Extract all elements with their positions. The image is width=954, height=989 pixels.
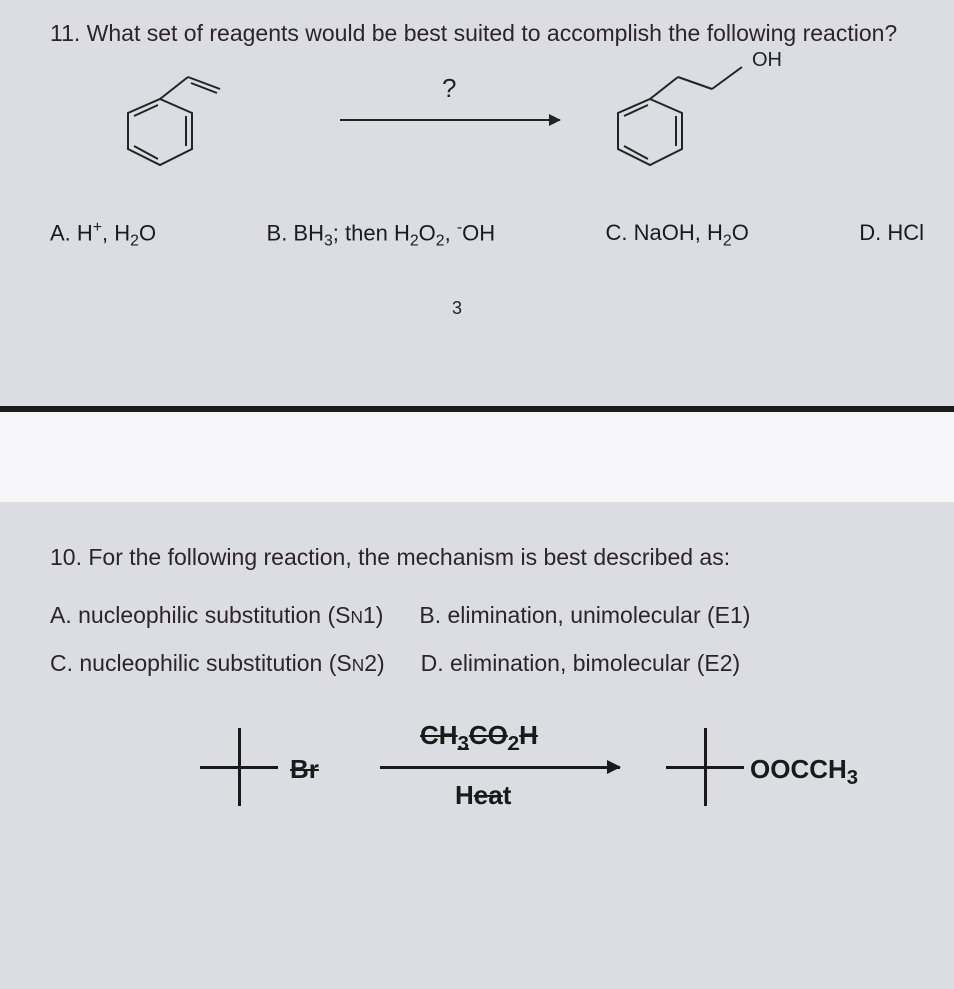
q10-reaction-scheme: Br CH3CO2H Heat OOCCH3	[50, 698, 924, 858]
product-label: OOCCH3	[750, 754, 858, 790]
question-10-panel: 10. For the following reaction, the mech…	[0, 502, 954, 989]
oh-label: OH	[752, 49, 782, 72]
question-11-panel: 11. What set of reagents would be best s…	[0, 0, 954, 412]
q10-text: 10. For the following reaction, the mech…	[50, 542, 924, 573]
q11-option-a: A. H+, H2O	[50, 219, 156, 251]
q11-option-b: B. BH3; then H2O2, -OH	[267, 219, 496, 251]
br-label: Br	[290, 754, 319, 785]
styrene-product	[610, 59, 800, 199]
q10-option-a: A. nucleophilic substitution (SN1)	[50, 591, 383, 639]
q10-options: A. nucleophilic substitution (SN1) B. el…	[50, 591, 924, 688]
page-number: 3	[452, 298, 462, 319]
q11-option-c: C. NaOH, H2O	[606, 220, 749, 250]
q10-option-b: B. elimination, unimolecular (E1)	[419, 591, 750, 639]
question-mark: ?	[442, 73, 456, 104]
reaction-arrow	[340, 119, 560, 121]
q11-option-d: D. HCl	[859, 220, 924, 246]
styrene-reactant	[120, 59, 270, 199]
q11-text: 11. What set of reagents would be best s…	[50, 18, 924, 49]
reagent-top: CH3CO2H	[420, 720, 538, 756]
panel-gap	[0, 412, 954, 502]
reaction-arrow-2	[380, 766, 620, 769]
reagent-bottom: Heat	[455, 780, 511, 811]
q10-option-c: C. nucleophilic substitution (SN2)	[50, 639, 385, 687]
q11-reaction-scheme: ? OH	[50, 53, 924, 213]
q11-options: A. H+, H2O B. BH3; then H2O2, -OH C. NaO…	[50, 219, 924, 251]
q10-option-d: D. elimination, bimolecular (E2)	[421, 639, 741, 687]
